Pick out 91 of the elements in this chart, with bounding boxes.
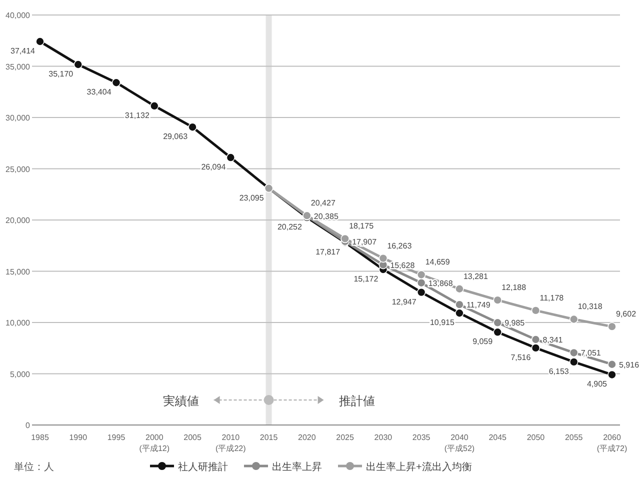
data-label: 12,947 bbox=[392, 297, 416, 306]
data-label: 15,628 bbox=[390, 260, 415, 270]
point bbox=[455, 300, 464, 309]
data-label: 26,094 bbox=[201, 162, 226, 172]
legend-label: 出生率上昇+流出入均衡 bbox=[366, 461, 472, 473]
point bbox=[455, 308, 464, 318]
point bbox=[531, 344, 540, 352]
data-label: 9,059 bbox=[472, 337, 493, 346]
y-tick-label: 0 bbox=[26, 421, 31, 430]
legend-label: 社人研推計 bbox=[178, 461, 228, 473]
y-tick-label: 10,000 bbox=[6, 318, 31, 328]
point bbox=[150, 101, 159, 110]
y-tick-label: 40,000 bbox=[6, 11, 31, 20]
point bbox=[378, 254, 388, 263]
x-tick-label: 1985 bbox=[31, 433, 50, 442]
x-tick-label: 2050 bbox=[526, 433, 546, 442]
data-label: 13,281 bbox=[463, 272, 488, 281]
annotation: 推計値 bbox=[338, 394, 375, 408]
point bbox=[608, 322, 616, 331]
y-tick-label: 30,000 bbox=[6, 114, 31, 122]
y-tick-label: 20,000 bbox=[6, 216, 31, 225]
data-label: 17,907 bbox=[352, 237, 377, 246]
data-label: 15,172 bbox=[354, 274, 378, 284]
point bbox=[569, 348, 578, 358]
point bbox=[569, 358, 578, 366]
point bbox=[226, 153, 236, 162]
point bbox=[416, 270, 426, 280]
data-label: 20,385 bbox=[314, 212, 338, 222]
point bbox=[531, 306, 540, 315]
point bbox=[493, 296, 502, 304]
data-label: 35,170 bbox=[48, 70, 74, 78]
data-label: 20,252 bbox=[277, 222, 302, 232]
point bbox=[416, 278, 426, 288]
x-tick-label: 1995 bbox=[107, 433, 126, 442]
point bbox=[493, 328, 502, 337]
data-label: 11,178 bbox=[540, 293, 564, 302]
data-label: 18,175 bbox=[349, 222, 374, 231]
x-tick-label: 2000 (平成12) bbox=[139, 433, 170, 453]
text: 単位：人 bbox=[14, 461, 54, 473]
point bbox=[340, 234, 350, 244]
data-label: 31,132 bbox=[124, 110, 150, 120]
legend-label: 出生率上昇 bbox=[272, 461, 322, 473]
data-label: 4,905 bbox=[586, 380, 607, 389]
point bbox=[608, 360, 616, 369]
x-tick-label: 2060 (平成72) bbox=[596, 433, 628, 453]
x-tick-label: 2015 bbox=[260, 433, 278, 442]
x-tick-label: 2020 bbox=[298, 433, 316, 442]
point bbox=[455, 284, 464, 294]
point bbox=[36, 37, 44, 46]
data-label: 33,404 bbox=[86, 88, 112, 97]
data-label: 9,602 bbox=[616, 310, 636, 319]
data-label: 16,263 bbox=[387, 241, 412, 250]
y-tick-label: 5,000 bbox=[10, 370, 31, 379]
x-tick-label: 1990 bbox=[69, 433, 88, 442]
x-tick-label: 2010 (平成22) bbox=[216, 433, 246, 453]
y-tick-label: 25,000 bbox=[6, 164, 31, 174]
point bbox=[188, 122, 197, 132]
point bbox=[416, 288, 426, 297]
data-label: 12,188 bbox=[502, 283, 526, 292]
x-tick-label: 2030 bbox=[374, 433, 393, 442]
point bbox=[531, 335, 540, 344]
data-label: 7,051 bbox=[580, 348, 601, 358]
x-tick-label: 2040 (平成52) bbox=[444, 433, 475, 453]
point bbox=[112, 78, 121, 88]
point bbox=[493, 318, 502, 328]
x-tick-label: 2025 bbox=[336, 433, 355, 442]
data-label: 8,341 bbox=[542, 336, 563, 344]
data-label: 10,915 bbox=[430, 318, 454, 328]
x-tick-label: 2045 bbox=[488, 433, 508, 442]
data-label: 14,659 bbox=[425, 258, 450, 267]
data-label: 23,095 bbox=[239, 193, 264, 202]
data-label: 29,063 bbox=[163, 132, 188, 142]
data-label: 13,868 bbox=[428, 278, 453, 288]
data-label: 11,749 bbox=[466, 300, 490, 310]
data-label: 5,916 bbox=[619, 360, 640, 370]
point bbox=[569, 314, 578, 324]
data-label: 7,516 bbox=[510, 352, 531, 362]
y-tick-label: 35,000 bbox=[6, 62, 31, 72]
x-tick-label: 2005 bbox=[184, 433, 202, 442]
y-tick-label: 15,000 bbox=[6, 267, 31, 276]
point bbox=[608, 370, 616, 380]
data-label: 10,318 bbox=[578, 302, 602, 312]
data-label: 6,153 bbox=[548, 366, 569, 376]
data-label: 9,985 bbox=[504, 318, 525, 328]
data-label: 20,427 bbox=[310, 198, 336, 208]
x-tick-label: 2035 bbox=[412, 433, 431, 442]
point bbox=[74, 60, 83, 69]
data-label: 17,817 bbox=[316, 247, 340, 256]
x-tick-label: 2055 bbox=[564, 433, 584, 442]
annotation: 実績値 bbox=[162, 394, 199, 408]
data-label: 37,414 bbox=[10, 46, 35, 56]
